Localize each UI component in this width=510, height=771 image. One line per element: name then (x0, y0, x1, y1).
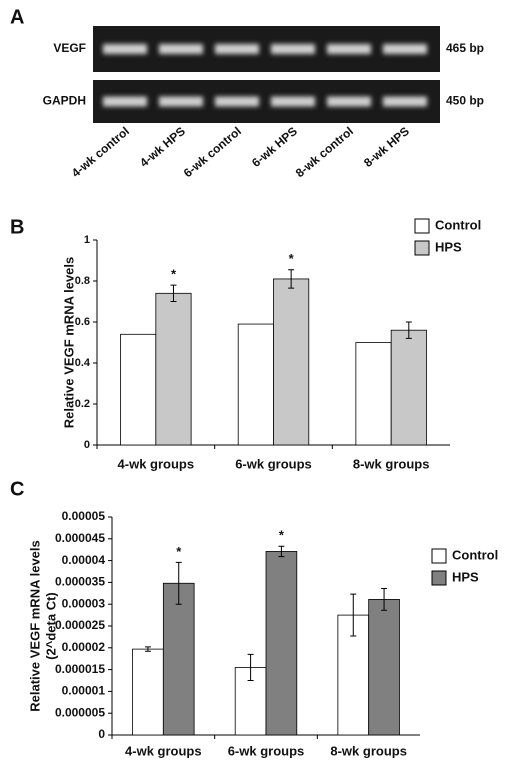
bar (265, 551, 298, 736)
gel-band (215, 96, 259, 107)
bar (273, 278, 310, 446)
gel-band (271, 44, 315, 54)
legend-swatch (414, 240, 430, 256)
legend-label: HPS (452, 569, 479, 584)
legend-swatch (431, 570, 447, 586)
error-bar (247, 653, 254, 681)
error-bar (288, 269, 295, 289)
y-tick-label: 0.00004 (62, 553, 106, 567)
y-axis-label: (2^deta Ct) (43, 592, 58, 660)
legend-label: HPS (435, 239, 462, 254)
y-tick-label: 0 (84, 439, 90, 451)
error-bar (144, 646, 151, 652)
gel-band (159, 44, 203, 54)
lane-label: 6-wk control (181, 124, 244, 180)
error-bar (170, 284, 177, 302)
gel-band (327, 44, 371, 54)
significance-mark: * (176, 544, 182, 559)
band-size: 450 bp (446, 94, 484, 108)
y-tick-label: 0.000045 (55, 531, 105, 545)
y-tick-label: 0.4 (75, 357, 91, 369)
error-bar (175, 561, 182, 605)
y-tick-label: 0.000015 (55, 662, 105, 676)
y-tick-label: 0.000035 (55, 575, 105, 589)
y-tick-label: 0.000025 (55, 618, 105, 632)
band-size: 465 bp (446, 41, 484, 55)
gene-label: GAPDH (43, 94, 86, 108)
legend-label: Control (435, 217, 481, 232)
y-tick-label: 0.00005 (62, 509, 106, 523)
bar (390, 329, 427, 446)
legend-label: Control (452, 547, 498, 562)
bar (162, 582, 195, 736)
error-bar (381, 588, 388, 611)
lane-label: 8-wk HPS (361, 124, 412, 170)
gel-band (271, 96, 315, 107)
y-axis-label: Relative VEGF mRNA levels (61, 257, 76, 428)
y-tick-label: 0.00001 (62, 684, 106, 698)
bar (355, 342, 392, 446)
gel-band (383, 96, 427, 107)
x-tick-label: 4-wk groups (125, 743, 202, 758)
y-tick-label: 0.6 (75, 316, 90, 328)
y-axis-label: Relative VEGF mRNA levels (27, 540, 42, 711)
gel-band (159, 96, 203, 107)
y-tick-label: 0.8 (75, 275, 90, 287)
gel-band (103, 96, 147, 107)
bar (237, 323, 274, 446)
legend-swatch (414, 218, 430, 234)
lane-label: 6-wk HPS (249, 124, 300, 170)
bar (132, 648, 164, 736)
panel-label: C (10, 478, 24, 500)
x-tick-label: 8-wk groups (353, 456, 430, 471)
significance-mark: * (289, 251, 295, 266)
lane-label: 8-wk control (293, 124, 356, 180)
panel-label: B (10, 216, 24, 238)
panel-label: A (10, 6, 24, 28)
y-tick-label: 0.00003 (62, 596, 106, 610)
gel-row (93, 26, 440, 72)
y-tick-label: 0.2 (75, 398, 90, 410)
bar (368, 599, 400, 736)
gel-band (103, 44, 147, 54)
y-tick-label: 0.00002 (62, 640, 106, 654)
error-bar (350, 593, 357, 637)
y-tick-label: 0.000005 (55, 705, 105, 719)
significance-mark: * (279, 528, 285, 543)
gel-band (327, 96, 371, 107)
legend-swatch (431, 548, 447, 564)
x-tick-label: 8-wk groups (330, 743, 407, 758)
error-bar (278, 545, 285, 558)
significance-mark: * (171, 267, 177, 282)
gene-label: VEGF (53, 41, 86, 55)
x-tick-label: 6-wk groups (235, 456, 312, 471)
lane-label: 4-wk control (69, 124, 132, 180)
bar (120, 333, 157, 446)
y-tick-label: 0 (98, 727, 105, 741)
error-bar (405, 321, 412, 339)
lane-label: 4-wk HPS (137, 124, 188, 170)
x-tick-label: 4-wk groups (118, 456, 195, 471)
gel-band (383, 44, 427, 54)
bar (155, 292, 192, 446)
gel-band (215, 44, 259, 54)
gel-row (93, 80, 440, 123)
y-tick-label: 1 (84, 234, 90, 246)
x-tick-label: 6-wk groups (228, 743, 305, 758)
